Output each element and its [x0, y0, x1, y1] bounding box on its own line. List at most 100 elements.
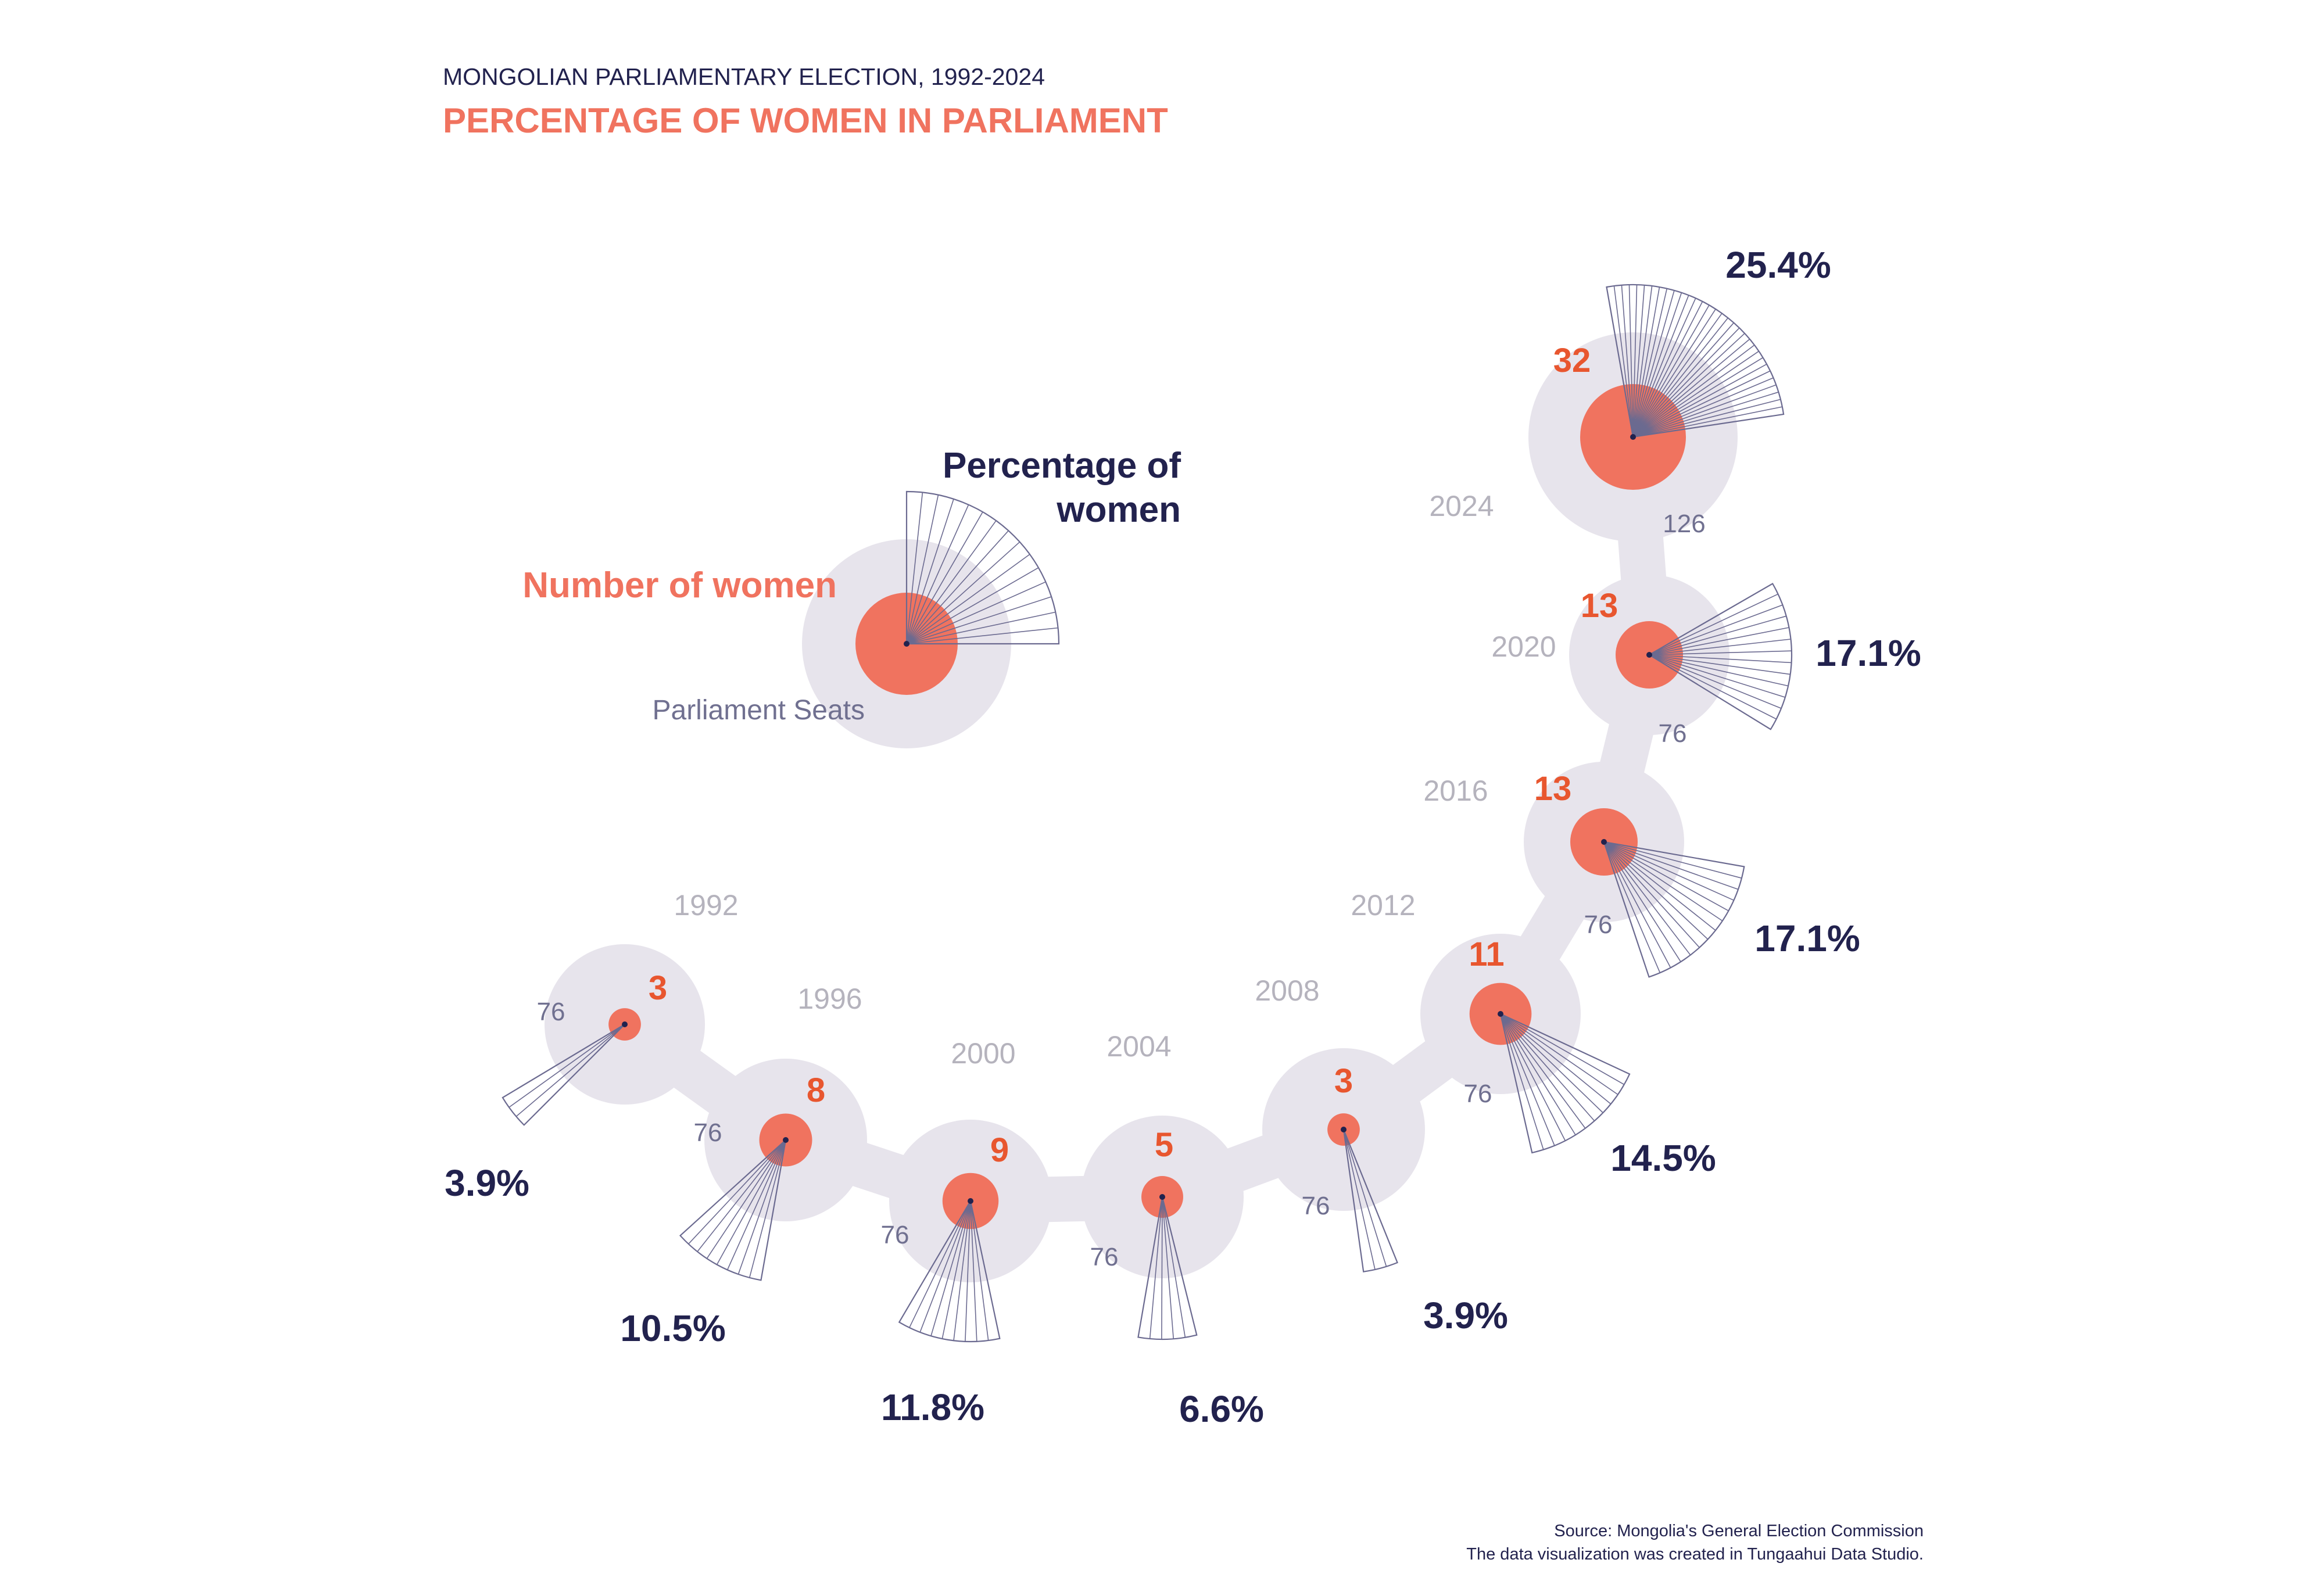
year-2016-fan-center — [1601, 839, 1607, 845]
year-2016-fan-line — [1603, 841, 1739, 890]
year-2024-fan-line — [1632, 285, 1638, 438]
year-2024-percentage-label: 25.4% — [1725, 244, 1831, 286]
chart-supertitle: MONGOLIAN PARLIAMENTARY ELECTION, 1992-2… — [443, 63, 1045, 90]
legend-fan-line — [906, 554, 1030, 644]
year-2024-fan-line — [1632, 377, 1774, 438]
year-2000-fan-line — [919, 1200, 971, 1333]
year-1996-women-count: 8 — [807, 1071, 825, 1109]
year-1996-seat-count: 76 — [694, 1118, 722, 1147]
year-2024-group: 32 126 2024 25.4% — [1429, 244, 1831, 538]
year-2004-fan-line — [1149, 1196, 1163, 1339]
year-1992-fan-line — [509, 1024, 625, 1108]
year-2024-year-label: 2024 — [1429, 490, 1494, 522]
legend-key: Percentage of women Number of women Parl… — [522, 446, 1181, 748]
year-2024-fan-center — [1630, 434, 1636, 440]
year-2012-percentage-label: 14.5% — [1610, 1137, 1716, 1179]
year-2004-percentage-fan — [1137, 1194, 1198, 1340]
legend-fan-line — [906, 494, 939, 644]
year-2004-seat-count: 76 — [1090, 1243, 1119, 1271]
year-1996-percentage-label: 10.5% — [620, 1307, 725, 1349]
year-2016-fan-line — [1603, 841, 1716, 931]
year-2012-seat-count: 76 — [1464, 1080, 1492, 1108]
year-2004-fan-line — [1162, 1196, 1174, 1339]
legend-fan-line — [906, 542, 1020, 644]
year-2012-fan-line — [1500, 1013, 1595, 1121]
year-2016-fan-line — [1603, 841, 1661, 973]
year-2000-percentage-label: 11.8% — [881, 1386, 984, 1428]
year-2000-fan-line — [953, 1200, 971, 1341]
bubble-chain — [545, 332, 1738, 1282]
year-2004-women-count: 5 — [1155, 1126, 1173, 1164]
year-2016-percentage-label: 17.1% — [1754, 917, 1860, 959]
year-2020-fan-line — [1649, 654, 1782, 709]
year-2020-percentage-fan — [1646, 582, 1793, 730]
year-2000-year-label: 2000 — [951, 1037, 1015, 1070]
year-2004-fan-line — [1162, 1196, 1186, 1338]
year-2020-group: 13 76 2020 17.1% — [1491, 582, 1921, 748]
year-2000-percentage-fan — [898, 1198, 1001, 1343]
year-1992-percentage-label: 3.9% — [445, 1162, 529, 1204]
year-2024-fan-line — [1632, 297, 1696, 438]
year-2012-year-label: 2012 — [1351, 889, 1415, 922]
year-1992-fan-center — [622, 1021, 628, 1027]
year-2000-fan-line — [941, 1200, 971, 1339]
year-1996-fan-center — [783, 1137, 789, 1143]
year-2008-percentage-label: 3.9% — [1423, 1295, 1508, 1336]
year-2020-fan-line — [1649, 650, 1792, 655]
year-2024-fan-line — [1632, 313, 1723, 438]
year-1996-percentage-fan — [679, 1137, 789, 1281]
year-2020-fan-line — [1649, 627, 1789, 655]
year-2024-fan-line — [1632, 295, 1689, 438]
year-2004-year-label: 2004 — [1107, 1030, 1171, 1063]
year-2000-fan-line — [909, 1200, 971, 1328]
legend-fan-line — [906, 520, 997, 644]
year-1996-fan-line — [706, 1139, 786, 1259]
year-2020-fan-line — [1649, 604, 1783, 655]
year-2024-fan-line — [1632, 327, 1740, 438]
legend-fan-line — [906, 596, 1052, 644]
year-2012-fan-line — [1500, 1013, 1612, 1105]
year-2024-fan-line — [1632, 399, 1781, 438]
year-2024-fan-line — [1628, 285, 1634, 438]
year-2024-fan-line — [1632, 364, 1767, 438]
year-2024-fan-line — [1632, 286, 1660, 438]
year-2016-women-count: 13 — [1534, 770, 1572, 808]
year-2024-fan-line — [1632, 301, 1703, 438]
year-2024-fan-line — [1632, 350, 1759, 438]
chart-title: PERCENTAGE OF WOMEN IN PARLIAMENT — [443, 101, 1168, 140]
legend-marks — [802, 490, 1060, 748]
year-1996-fan-line — [688, 1139, 786, 1245]
year-2016-fan-line — [1603, 841, 1709, 940]
year-2000-fan-line — [930, 1200, 971, 1336]
legend-fan-line — [906, 511, 983, 644]
legend-percentage-fan — [904, 490, 1060, 647]
year-2020-fan-line — [1649, 654, 1791, 675]
year-2000-fan-center — [968, 1198, 973, 1204]
year-2016-fan-line — [1603, 841, 1729, 912]
data-marks: 3 76 1992 3.9% 8 76 1996 10.5% 9 76 2000 11.8% 5 76 20… — [445, 244, 1921, 1430]
year-2020-percentage-label: 17.1% — [1815, 632, 1921, 674]
legend-women-label: Number of women — [522, 565, 837, 605]
year-2004-group: 5 76 2004 6.6% — [1090, 1030, 1264, 1430]
year-2000-fan-line — [965, 1200, 971, 1342]
year-2000-fan-line — [970, 1200, 989, 1341]
year-2012-fan-line — [1500, 1013, 1566, 1141]
year-2020-fan-outline — [1648, 582, 1793, 730]
year-2008-fan-outline — [1342, 1129, 1398, 1272]
year-2016-fan-line — [1603, 841, 1681, 962]
year-1992-fan-outline — [502, 1024, 625, 1126]
year-2012-fan-line — [1500, 1013, 1576, 1135]
year-2020-fan-line — [1649, 639, 1791, 655]
year-2024-women-count: 32 — [1553, 342, 1591, 379]
year-2016-percentage-fan — [1601, 839, 1745, 978]
source-line: Source: Mongolia's General Election Comm… — [1554, 1522, 1924, 1540]
legend-fan-center — [904, 641, 909, 647]
legend-seats-label: Parliament Seats — [652, 695, 865, 726]
legend-fan-line — [906, 581, 1046, 644]
year-2024-fan-line — [1632, 290, 1675, 438]
year-1996-group: 8 76 1996 10.5% — [620, 983, 862, 1349]
legend-fan-line — [906, 611, 1056, 644]
year-2012-fan-line — [1500, 1013, 1618, 1095]
year-2008-fan-line — [1343, 1129, 1387, 1267]
year-2000-fan-outline — [898, 1199, 1001, 1343]
